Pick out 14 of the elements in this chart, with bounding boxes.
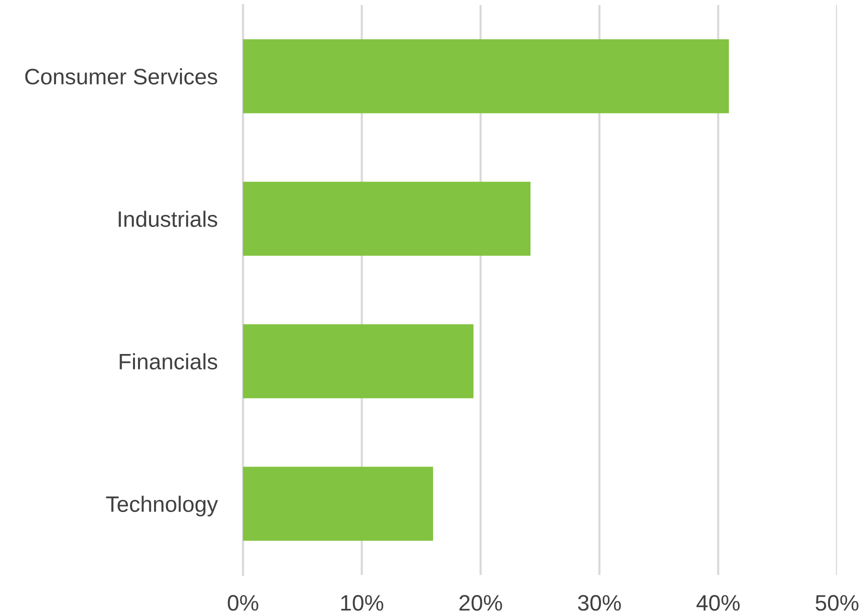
x-tick-label: 0% — [228, 595, 258, 611]
bar — [243, 182, 530, 256]
x-tick-label: 20% — [459, 595, 502, 611]
y-tick-label: Financials — [120, 353, 218, 370]
x-tick-label: 40% — [696, 595, 740, 611]
x-tick-label: 10% — [341, 595, 384, 611]
x-tick-label: 50% — [816, 595, 858, 611]
x-tick-label: 30% — [578, 595, 621, 611]
y-tick-label: Consumer Services — [25, 68, 218, 85]
y-tick-label: Technology — [106, 496, 218, 516]
y-tick-label: Industrials — [118, 210, 218, 228]
bar — [243, 466, 434, 541]
bar — [243, 324, 474, 398]
bar — [243, 39, 729, 114]
